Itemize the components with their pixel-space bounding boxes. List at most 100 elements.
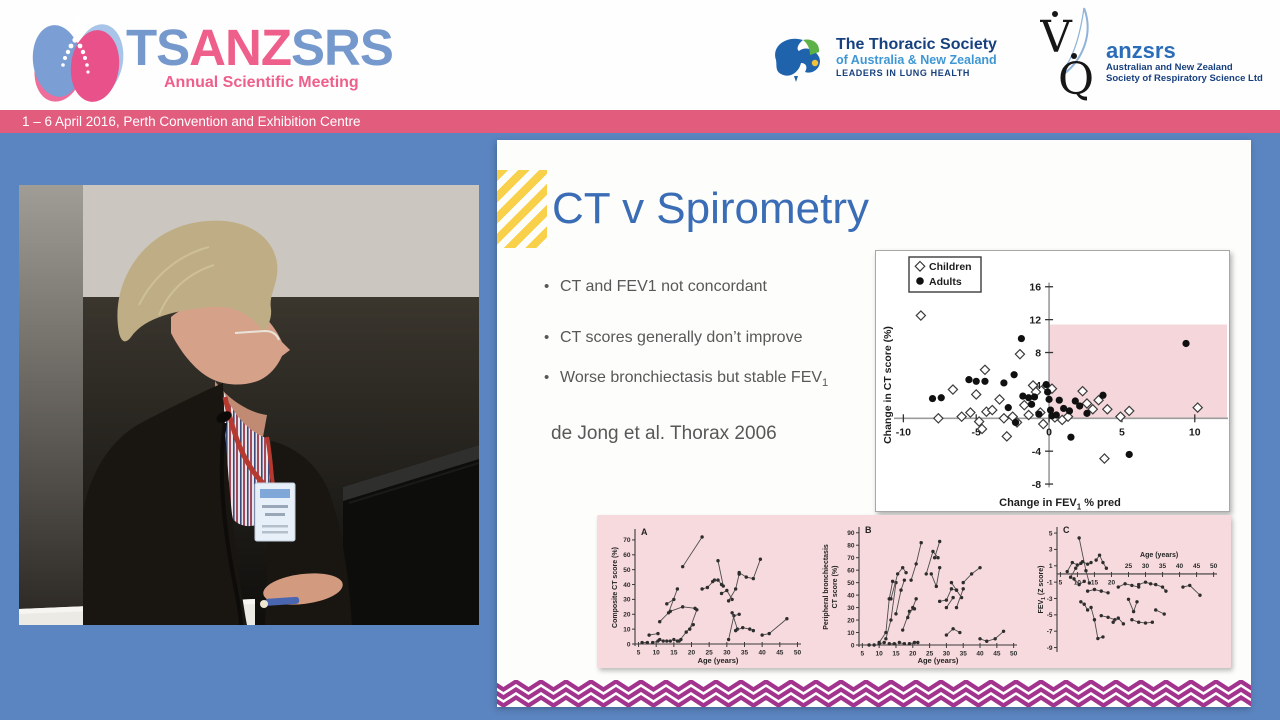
svg-text:-4: -4 — [1032, 446, 1041, 458]
svg-text:40: 40 — [976, 651, 984, 658]
svg-text:40: 40 — [1176, 563, 1184, 570]
svg-text:30: 30 — [943, 651, 951, 658]
svg-text:45: 45 — [776, 650, 784, 657]
svg-text:5: 5 — [861, 651, 865, 658]
svg-text:12: 12 — [1029, 314, 1041, 326]
svg-text:Adults: Adults — [929, 276, 962, 288]
wordmark-ts: TS — [126, 19, 190, 76]
thoracic-line3: LEADERS IN LUNG HEALTH — [836, 68, 971, 78]
date-banner: 1 – 6 April 2016, Perth Convention and E… — [0, 110, 1280, 133]
svg-text:60: 60 — [847, 567, 855, 574]
bullet-text: Worse bronchiectasis but stable FEV — [560, 369, 823, 387]
svg-text:50: 50 — [623, 567, 631, 574]
svg-text:30: 30 — [1142, 563, 1150, 570]
bullet-item: CT and FEV1 not concordant — [543, 278, 888, 298]
conference-header: TSANZSRS Annual Scientific Meeting The T… — [0, 0, 1280, 110]
svg-text:45: 45 — [1193, 563, 1201, 570]
svg-text:Age (years): Age (years) — [1140, 552, 1178, 559]
monitor — [343, 445, 479, 625]
svg-text:4: 4 — [1035, 380, 1041, 392]
svg-text:5: 5 — [1049, 530, 1053, 537]
svg-text:80: 80 — [847, 543, 855, 550]
svg-text:15: 15 — [892, 651, 900, 658]
stage-background: CT v Spirometry CT and FEV1 not concorda… — [0, 133, 1280, 720]
anzsrs-name: anzsrs — [1106, 38, 1176, 63]
svg-text:-10: -10 — [896, 426, 911, 438]
svg-text:-8: -8 — [1032, 479, 1041, 491]
svg-text:1: 1 — [1049, 563, 1053, 570]
svg-text:10: 10 — [876, 651, 884, 658]
svg-text:Children: Children — [929, 261, 972, 273]
svg-text:0: 0 — [627, 641, 631, 648]
svg-text:-5: -5 — [972, 426, 981, 438]
svg-text:10: 10 — [653, 650, 661, 657]
thoracic-line2: of Australia & New Zealand — [836, 53, 997, 67]
bullet-item: Worse bronchiectasis but stable FEV1 — [543, 369, 888, 389]
svg-text:50: 50 — [847, 580, 855, 587]
svg-text:0: 0 — [851, 642, 855, 649]
svg-text:10: 10 — [1189, 426, 1201, 438]
svg-text:10: 10 — [847, 630, 855, 637]
thoracic-society-logo: The Thoracic Society of Australia & New … — [766, 32, 997, 88]
anzsrs-logo: V Q anzsrs Australian and New Zealand So… — [1040, 6, 1263, 102]
svg-text:5: 5 — [1059, 579, 1063, 586]
svg-text:Peripheral bronchiectasis: Peripheral bronchiectasis — [823, 544, 830, 630]
svg-text:25: 25 — [926, 651, 934, 658]
svg-text:35: 35 — [1159, 563, 1167, 570]
anzsrs-line2: Society of Respiratory Science Ltd — [1106, 73, 1263, 84]
longitudinal-figure: 0 10 20 30 40 50 60 70 5 10 15 20 25 30 35 40 45 50 A Compo… — [597, 515, 1231, 668]
svg-text:35: 35 — [960, 651, 968, 658]
citation-text: de Jong et al. Thorax 2006 — [551, 423, 777, 444]
svg-text:70: 70 — [623, 537, 631, 544]
svg-text:30: 30 — [847, 605, 855, 612]
svg-text:-7: -7 — [1047, 628, 1053, 635]
svg-text:FEV1 (Z score): FEV1 (Z score) — [1038, 566, 1047, 614]
svg-text:20: 20 — [847, 617, 855, 624]
svg-text:3: 3 — [1049, 547, 1053, 554]
svg-text:15: 15 — [670, 650, 678, 657]
svg-text:5: 5 — [1119, 426, 1125, 438]
svg-text:Change in CT score (%): Change in CT score (%) — [882, 326, 894, 444]
svg-text:10: 10 — [623, 626, 631, 633]
thoracic-society-icon — [775, 38, 820, 82]
wordmark-srs: SRS — [291, 19, 394, 76]
svg-text:-3: -3 — [1047, 596, 1053, 603]
svg-text:50: 50 — [794, 650, 802, 657]
tsanzsrs-wordmark: TSANZSRS — [126, 18, 394, 77]
presentation-slide: CT v Spirometry CT and FEV1 not concorda… — [497, 140, 1251, 707]
svg-text:50: 50 — [1210, 563, 1218, 570]
wordmark-anz: ANZ — [189, 19, 292, 76]
svg-text:40: 40 — [759, 650, 767, 657]
svg-text:40: 40 — [623, 582, 631, 589]
anzsrs-line1: Australian and New Zealand — [1106, 62, 1233, 73]
svg-text:15: 15 — [1091, 579, 1099, 586]
svg-text:40: 40 — [847, 592, 855, 599]
svg-text:30: 30 — [723, 650, 731, 657]
svg-text:20: 20 — [623, 612, 631, 619]
svg-text:Age (years): Age (years) — [698, 656, 739, 665]
svg-text:C: C — [1063, 525, 1070, 535]
bullet-list: CT and FEV1 not concordant CT scores gen… — [543, 278, 888, 421]
svg-text:25: 25 — [1125, 563, 1133, 570]
svg-text:CT score (%): CT score (%) — [832, 566, 839, 609]
svg-text:V: V — [1040, 12, 1073, 63]
svg-text:20: 20 — [1108, 579, 1116, 586]
bullet-text: CT and FEV1 not concordant — [560, 278, 767, 295]
svg-text:B: B — [865, 525, 872, 535]
yellow-stripe-accent — [497, 170, 547, 248]
chevron-footer-pattern — [497, 680, 1251, 707]
svg-text:Age (years): Age (years) — [918, 656, 959, 665]
panel-c-fev1-zscore: 5 3 1 -1 -3 -5 -7 -9 5 10 15 20 25 30 35 40 45 50 C FEV1 (Z… — [1031, 517, 1229, 666]
panel-b-peripheral-bronchiectasis: 0 10 20 30 40 50 60 70 80 90 5 10 15 20 25 30 35 40 45 50 B P… — [819, 517, 1025, 666]
bullet-subscript: 1 — [822, 377, 829, 390]
svg-text:A: A — [641, 527, 648, 537]
svg-text:0: 0 — [1046, 426, 1052, 438]
svg-text:60: 60 — [623, 552, 631, 559]
svg-text:90: 90 — [847, 530, 855, 537]
svg-text:16: 16 — [1029, 282, 1041, 294]
bullet-text: CT scores generally don’t improve — [560, 329, 803, 347]
thoracic-line1: The Thoracic Society — [836, 36, 997, 53]
panel-a-composite-ct: 0 10 20 30 40 50 60 70 5 10 15 20 25 30 35 40 45 50 A Compo… — [605, 517, 811, 666]
bullet-item: CT scores generally don’t improve — [543, 329, 888, 349]
meeting-subtitle: Annual Scientific Meeting — [164, 74, 359, 91]
